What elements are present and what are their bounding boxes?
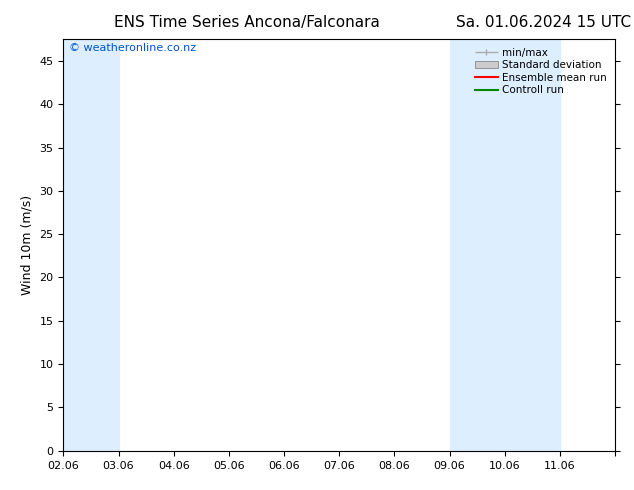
Text: Sa. 01.06.2024 15 UTC: Sa. 01.06.2024 15 UTC [456, 15, 631, 30]
Bar [615, 39, 634, 451]
Text: © weatheronline.co.nz: © weatheronline.co.nz [69, 43, 196, 53]
Bar [450, 39, 505, 451]
Bar [63, 39, 119, 451]
Legend: min/max, Standard deviation, Ensemble mean run, Controll run: min/max, Standard deviation, Ensemble me… [472, 45, 610, 98]
Y-axis label: Wind 10m (m/s): Wind 10m (m/s) [21, 195, 34, 295]
Text: ENS Time Series Ancona/Falconara: ENS Time Series Ancona/Falconara [114, 15, 380, 30]
Bar [505, 39, 560, 451]
